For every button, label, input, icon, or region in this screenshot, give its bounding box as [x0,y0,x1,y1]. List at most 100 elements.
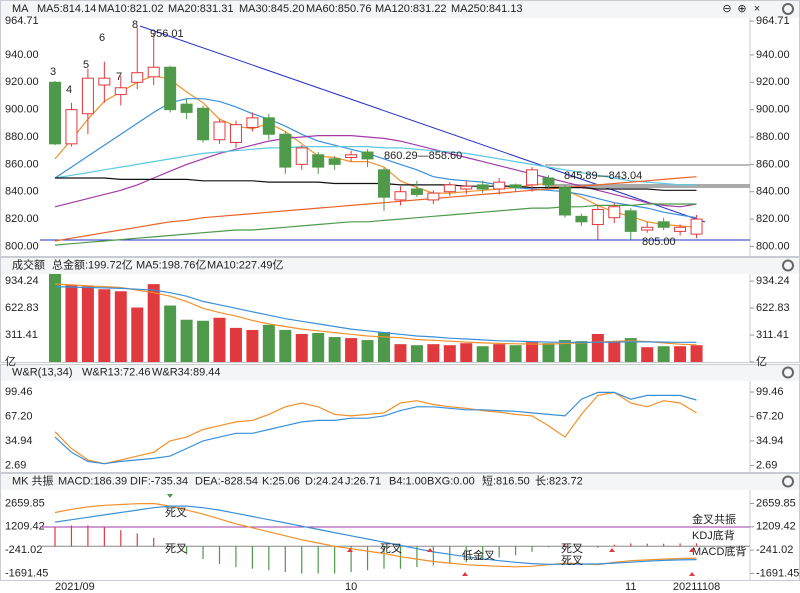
x-tick-label: 11 [625,581,636,593]
volume-bar [213,317,226,362]
volume-ma-line [54,286,697,344]
legend-entry: MA60:850.76 [306,3,371,15]
candle-body [65,109,78,145]
y-tick-label-right: 840.00 [756,186,790,198]
volume-bar [657,346,670,362]
y-tick-label-left: 900.00 [5,104,39,116]
panel-header [0,473,800,490]
signal-arrow [689,572,695,576]
signal-annotation: KDJ底背 [692,528,735,542]
annotation: 6 [99,32,105,44]
candle-body [81,77,94,115]
candle-body [378,169,390,198]
y-tick-label-right: -241.02 [756,544,793,556]
annotation: 4 [66,84,72,96]
candle-body [476,184,489,190]
y-tick-label-left: 34.94 [5,435,33,447]
legend-entry: MA5:198.76亿 [136,258,206,271]
signal-annotation: 死叉 [561,543,583,555]
legend-entry: MA120:831.22 [375,3,447,15]
volume-bar [460,343,473,362]
window-button[interactable]: ⊖ [722,3,731,15]
y-tick-label-right: 860.00 [756,158,790,170]
volume-bar [114,291,127,362]
volume-bar [427,344,440,362]
candle-body [427,192,440,201]
y-tick-label-left: 964.71 [5,15,39,27]
candle-body [328,158,341,165]
window-button[interactable]: ⊕ [737,3,746,15]
volume-bar [65,285,78,362]
y-tick-label-left: 840.00 [5,186,39,198]
panel-header [0,257,800,274]
candle-body [246,117,259,128]
candle-body [279,133,292,168]
volume-bar [674,346,687,362]
y-tick-label-right: 亿 [756,355,767,368]
candle-body [295,147,308,165]
annotation: 860.29—858.60 [384,150,462,162]
candle-body [147,66,160,78]
candle-body [164,66,177,111]
y-tick-label-right: 2.69 [756,459,777,471]
y-tick-label-left: 亿 [5,355,16,368]
signal-arrow [609,548,615,552]
settings-icon[interactable] [782,475,794,488]
legend-entry: MA30:845.20 [239,3,304,15]
annotation: 845.89—843.04 [564,170,642,182]
panel-title: 成交额 [12,257,45,271]
y-tick-label-right: 920.00 [756,76,790,88]
volume-bar [690,345,703,362]
x-tick-label: 20211108 [673,581,720,593]
volume-bar [131,307,144,362]
total-label: 总金额:199.72亿 [52,257,133,271]
legend-entry: W&R13:72.46 [82,366,150,378]
signal-annotation: 死叉 [380,543,402,555]
annotation: 805.00 [642,236,676,248]
y-tick-label-right: 820.00 [756,213,790,225]
volume-bar [443,345,456,362]
volume-bar [49,274,61,362]
settings-icon[interactable] [782,3,794,15]
y-tick-label-right: 934.24 [756,275,790,287]
candle-body [657,221,670,228]
signal-annotation: 低金叉 [462,548,495,562]
volume-bar [229,327,242,362]
volume-bar [542,343,555,362]
annotation: 8 [132,19,138,31]
volume-bar [624,338,637,362]
annotation: 3 [50,66,56,78]
signal-arrow [462,572,468,576]
legend-entry: 长:823.72 [535,474,583,487]
window-button[interactable]: × [754,3,760,15]
legend-entry: MA10:227.49亿 [207,258,283,271]
candle-body [213,121,226,141]
y-tick-label-right: 1209.42 [756,521,796,533]
candle-body [526,169,539,186]
volume-bar [180,319,193,362]
volume-bar [279,329,292,362]
y-tick-label-left: 820.00 [5,213,39,225]
settings-icon[interactable] [782,259,794,272]
volume-bar [493,344,506,362]
volume-bar [608,342,621,362]
candle-body [345,154,358,159]
ma-line [54,203,697,246]
volume-bar [98,289,111,362]
legend-entry: K:25.06 [262,475,300,487]
y-tick-label-right: 800.00 [756,240,790,252]
candle-body [493,181,506,190]
y-tick-label-left: 800.00 [5,240,39,252]
settings-icon[interactable] [782,366,794,379]
volume-bar [246,329,259,362]
volume-bar [410,345,423,362]
panel-header [0,0,800,18]
signal-annotation: 死叉 [165,507,187,519]
y-tick-label-left: 311.41 [5,329,38,341]
volume-bar [378,331,390,362]
y-tick-label-right: -1691.45 [756,567,799,579]
volume-bar [81,286,94,362]
legend-entry: MA250:841.13 [451,3,523,15]
signal-annotation: MACD底背 [692,544,746,558]
y-tick-label-left: 860.00 [5,158,39,170]
